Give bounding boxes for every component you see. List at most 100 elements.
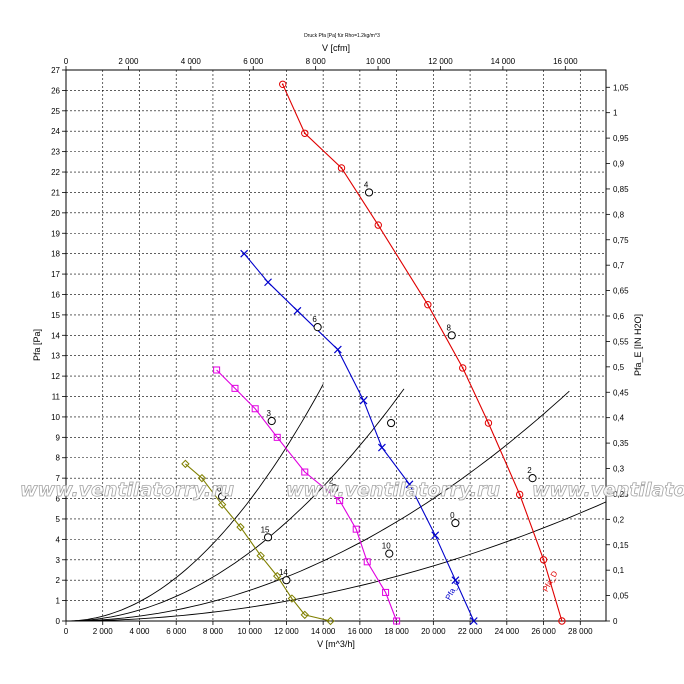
- y-tick-label: 16: [51, 290, 60, 299]
- y-tick-label: 4: [56, 535, 61, 544]
- operating-point-label: 10: [382, 542, 391, 551]
- data-point: [377, 443, 386, 452]
- data-point-center: [340, 167, 343, 169]
- y-tick-label: 20: [51, 209, 60, 218]
- x-tick-label: 0: [64, 627, 69, 636]
- x-axis-title: V [m^3/h]: [317, 639, 355, 649]
- y-tick-label: 22: [51, 168, 60, 177]
- data-point: [181, 459, 190, 469]
- y-tick-label: 19: [51, 229, 60, 238]
- right-tick-label: 0,85: [613, 185, 629, 194]
- operating-point-label: 4: [364, 180, 369, 189]
- right-tick-label: 0,75: [613, 236, 629, 245]
- operating-point-label: 2: [329, 476, 334, 485]
- data-point: [197, 473, 207, 483]
- data-point-center: [487, 422, 490, 424]
- right-tick-label: 0,25: [613, 490, 629, 499]
- y-tick-label: 24: [51, 127, 60, 136]
- data-point: [287, 594, 297, 603]
- x-tick-label: 22 000: [458, 627, 483, 636]
- top-tick-label: 14 000: [491, 57, 516, 66]
- operating-point: [263, 533, 273, 542]
- data-point: [374, 221, 382, 229]
- right-tick-label: 0,8: [613, 210, 625, 219]
- system-curve: [65, 390, 570, 622]
- data-point-center: [426, 303, 429, 306]
- x-tick-label: 18 000: [384, 627, 409, 636]
- data-point: [300, 610, 309, 620]
- y-tick-label: 25: [51, 107, 60, 116]
- data-point: [231, 384, 239, 392]
- data-point: [405, 480, 414, 489]
- right-tick-label: 0,45: [613, 388, 629, 397]
- top-tick-label: 6 000: [243, 57, 264, 66]
- operating-point: [387, 418, 396, 428]
- data-point: [273, 571, 282, 581]
- data-point: [333, 345, 342, 354]
- operating-point: [218, 492, 227, 501]
- x-tick-label: 24 000: [495, 627, 520, 636]
- x-tick-label: 16 000: [348, 627, 373, 636]
- x-tick-label: 20 000: [421, 627, 446, 636]
- watermark-text: www.ventilatorry.ru: [20, 479, 234, 501]
- data-point: [352, 525, 360, 533]
- right-tick-label: 0,4: [613, 414, 625, 423]
- data-point: [459, 364, 467, 372]
- y-tick-label: 23: [51, 148, 60, 157]
- system-curve: [66, 501, 607, 622]
- y-tick-label: 27: [51, 66, 60, 75]
- right-tick-label: 1,05: [613, 83, 629, 92]
- data-point-center: [518, 493, 521, 496]
- fan-curve-line: [243, 253, 475, 622]
- operating-point: [364, 188, 374, 197]
- watermark-band: www.ventilatorry.ru www.ventilatorry.ru ww…: [20, 479, 684, 502]
- y-tick-label: 0: [56, 617, 61, 626]
- data-point: [279, 80, 287, 88]
- right-tick-label: 0,15: [613, 541, 629, 550]
- y-tick-label: 7: [56, 474, 61, 483]
- top-axis-title: V [cfm]: [322, 43, 350, 53]
- y-tick-label: 10: [51, 413, 60, 422]
- right-tick-label: 0,65: [613, 287, 629, 296]
- data-point: [236, 522, 245, 532]
- data-point: [240, 249, 249, 258]
- system-curve: [65, 384, 324, 622]
- operating-point: [313, 323, 322, 332]
- data-point: [293, 306, 302, 315]
- top-tick-label: 16 000: [553, 57, 578, 66]
- y-tick-label: 15: [51, 311, 60, 320]
- operating-point-label: 2: [527, 466, 532, 475]
- right-tick-label: 0,35: [613, 439, 629, 448]
- y-tick-label: 1: [56, 597, 61, 606]
- operating-point: [385, 549, 394, 558]
- data-point: [264, 278, 272, 287]
- top-tick-label: 12 000: [428, 57, 453, 66]
- operating-point: [282, 576, 291, 585]
- right-tick-label: 0,95: [613, 134, 629, 143]
- right-tick-label: 0,7: [613, 261, 625, 270]
- y-tick-label: 12: [51, 372, 60, 381]
- y-tick-label: 26: [51, 86, 60, 95]
- data-point-center: [542, 558, 545, 561]
- data-point-center: [461, 367, 464, 369]
- x-tick-label: 8 000: [203, 627, 224, 636]
- operating-point-label: 14: [279, 568, 288, 577]
- right-tick-label: 0,6: [613, 312, 625, 321]
- data-point: [393, 617, 401, 625]
- right-tick-label: 0,05: [613, 592, 629, 601]
- data-point-center: [377, 224, 380, 226]
- operating-point: [447, 331, 456, 340]
- right-tick-label: 0: [613, 617, 618, 626]
- operating-point: [451, 518, 460, 528]
- top-tick-label: 8 000: [306, 57, 327, 66]
- y-tick-label: 18: [51, 250, 60, 259]
- x-tick-label: 26 000: [531, 627, 556, 636]
- data-point: [469, 617, 478, 625]
- x-tick-label: 28 000: [568, 627, 593, 636]
- data-point: [213, 366, 221, 374]
- data-point: [217, 500, 227, 509]
- right-tick-label: 0,2: [613, 515, 625, 524]
